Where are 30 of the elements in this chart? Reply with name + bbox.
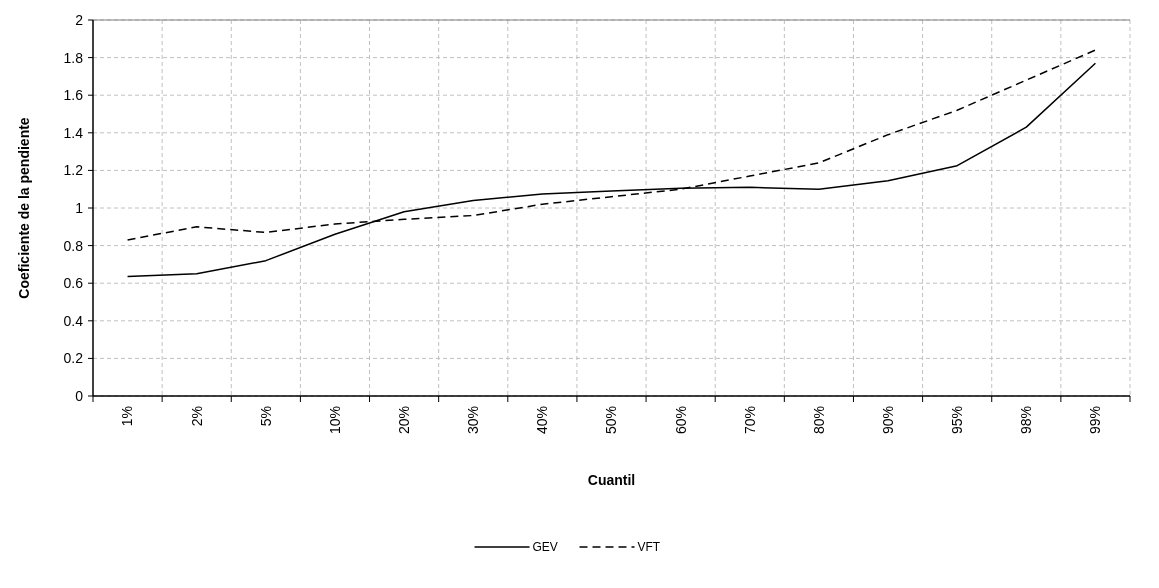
y-tick-label: 1.4 [63,124,84,141]
x-tick-label: 5% [257,406,274,427]
y-axis-title: Coeficiente de la pendiente [15,117,32,299]
y-tick-label: 0 [75,387,84,404]
y-tick-label: 1.6 [63,87,84,104]
x-tick-label: 70% [741,406,758,435]
x-axis-title: Cuantil [587,472,636,488]
x-tick-label: 40% [534,406,551,435]
y-tick-label: 1.2 [63,162,84,179]
x-tick-label: 50% [603,406,620,435]
y-tick-label: 0.4 [63,312,84,329]
x-tick-label: 10% [326,406,343,435]
x-tick-label: 1% [119,406,136,427]
x-tick-label: 30% [465,406,482,435]
x-tick-label: 98% [1018,406,1035,435]
y-tick-label: 0.2 [63,350,84,367]
y-tick-label: 0.6 [63,275,84,292]
x-tick-label: 20% [396,406,412,435]
y-tick-label: 1 [75,199,84,216]
x-tick-label: 90% [879,406,896,435]
y-tick-label: 0.8 [63,237,84,254]
x-tick-label: 2% [188,406,205,427]
x-tick-label: 80% [810,406,827,435]
legend-label: VFT [637,540,661,555]
x-tick-label: 99% [1087,406,1104,435]
y-tick-label: 2 [75,11,84,28]
x-tick-label: 95% [949,406,966,435]
y-tick-label: 1.8 [63,49,84,66]
x-tick-label: 60% [672,406,689,435]
legend-label: GEV [532,540,558,555]
